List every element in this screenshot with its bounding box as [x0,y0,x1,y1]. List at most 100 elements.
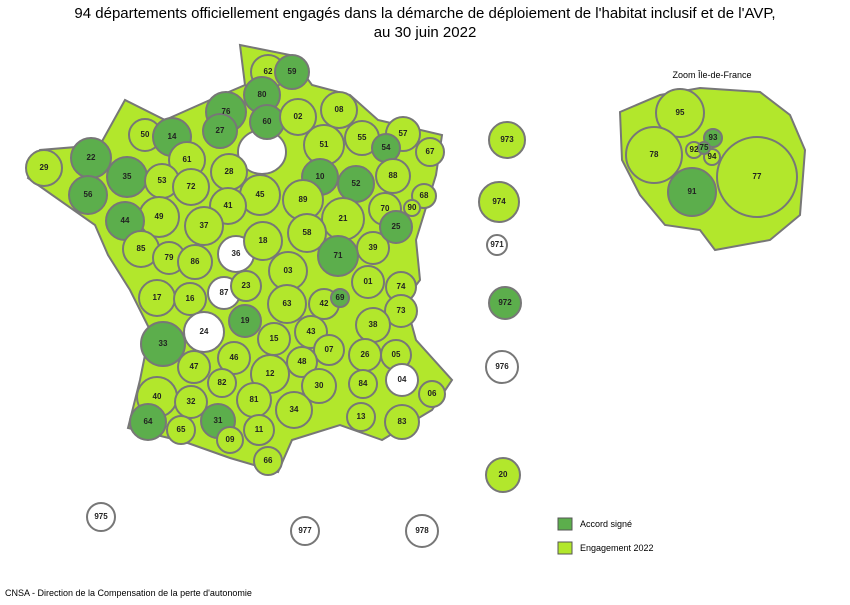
department [253,446,283,476]
department-code: 43 [307,327,316,336]
department [320,91,358,129]
department-code: 62 [264,67,273,76]
department-code: 65 [177,425,186,434]
department [267,284,307,324]
department [415,137,445,167]
department [207,368,237,398]
department-code: 978 [415,526,429,535]
department-code: 09 [226,435,235,444]
department [313,334,345,366]
department [184,206,224,246]
department-code: 36 [232,249,241,258]
department-code: 975 [94,512,108,521]
department [385,363,419,397]
department-code: 77 [753,172,762,181]
department-code: 976 [495,362,509,371]
department [379,210,413,244]
department-code: 70 [381,204,390,213]
department-code: 87 [220,288,229,297]
department-code: 16 [186,294,195,303]
department-code: 80 [258,90,267,99]
department-code: 26 [361,350,370,359]
department-code: 67 [426,147,435,156]
department-code: 31 [214,416,223,425]
department-code: 49 [155,212,164,221]
department-code: 94 [708,152,717,161]
department-code: 27 [216,126,225,135]
department [351,265,385,299]
department-code: 03 [284,266,293,275]
department [172,168,210,206]
department-code: 971 [490,240,504,249]
department-code: 89 [299,195,308,204]
department-code: 37 [200,221,209,230]
department [202,113,238,149]
department-code: 53 [158,176,167,185]
department [279,98,317,136]
department-code: 60 [263,117,272,126]
department-code: 57 [399,129,408,138]
department [317,235,359,277]
department-code: 23 [242,281,251,290]
department-code: 33 [159,339,168,348]
department-code: 02 [294,112,303,121]
department [140,321,186,367]
department-code: 78 [650,150,659,159]
department-code: 07 [325,345,334,354]
department-code: 95 [676,108,685,117]
department-code: 68 [420,191,429,200]
department-code: 82 [218,378,227,387]
department [384,294,418,328]
department-code: 973 [500,135,514,144]
department [177,350,211,384]
department-code: 35 [123,172,132,181]
department-code: 59 [288,67,297,76]
department [655,88,705,138]
department [274,54,310,90]
department-code: 52 [352,179,361,188]
department [166,415,196,445]
department [485,350,519,384]
department [625,126,683,184]
department-code: 44 [121,216,130,225]
department-code: 21 [339,214,348,223]
department-code: 61 [183,155,192,164]
department [405,514,439,548]
department [286,346,318,378]
department [330,288,350,308]
department [275,391,313,429]
department-code: 79 [165,253,174,262]
department-code: 81 [250,395,259,404]
department-code: 14 [168,132,177,141]
department-code: 04 [398,375,407,384]
department-code: 10 [316,172,325,181]
department-code: 51 [320,140,329,149]
department [697,141,711,155]
department-code: 74 [397,282,406,291]
department-code: 55 [358,133,367,142]
department-code: 06 [428,389,437,398]
department [384,404,420,440]
department-code: 42 [320,299,329,308]
department [403,199,421,217]
department-code: 83 [398,417,407,426]
department [478,181,520,223]
department-code: 20 [499,470,508,479]
department-code: 73 [397,306,406,315]
department-code: 47 [190,362,199,371]
department-code: 08 [335,105,344,114]
department-code: 32 [187,397,196,406]
department [230,270,262,302]
department-code: 15 [270,334,279,343]
department [375,158,411,194]
department-code: 50 [141,130,150,139]
department [243,414,275,446]
department [301,368,337,404]
zoom-label: Zoom Île-de-France [672,70,751,80]
department-code: 58 [303,228,312,237]
department [486,234,508,256]
department [183,311,225,353]
department [228,304,262,338]
department [418,380,446,408]
